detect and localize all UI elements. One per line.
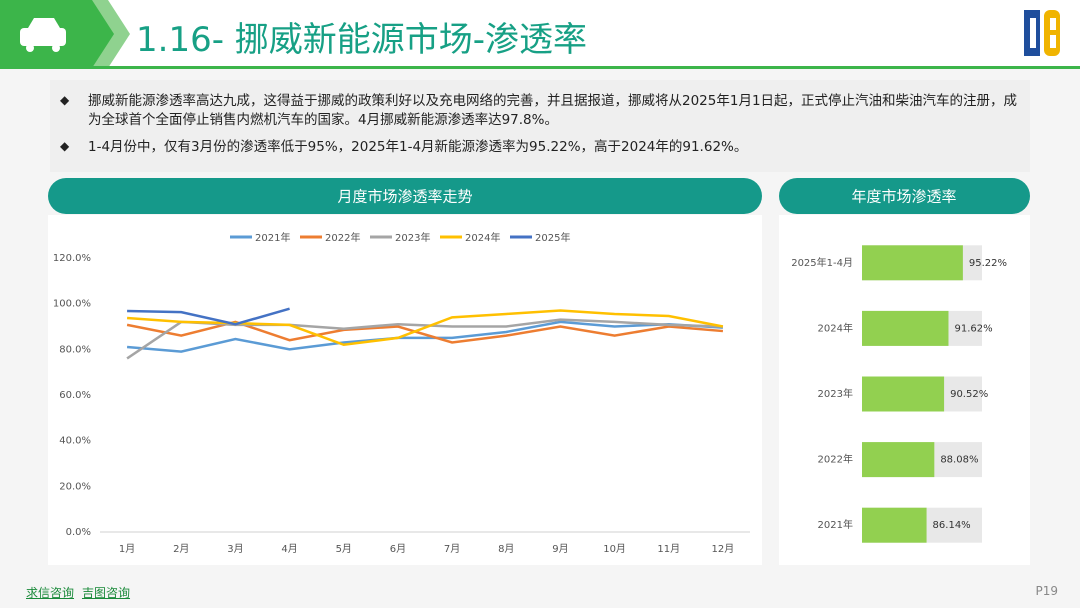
- x-tick-label: 7月: [444, 543, 460, 555]
- bullet-icon: ◆: [60, 139, 70, 153]
- bar: [862, 507, 927, 543]
- legend-label: 2021年: [255, 231, 290, 244]
- x-tick-label: 11月: [657, 543, 680, 555]
- car-icon: [20, 18, 66, 52]
- chart-title: 年度市场渗透率: [851, 188, 956, 206]
- x-tick-label: 3月: [227, 543, 243, 555]
- series-line: [126, 318, 723, 360]
- header-line: [0, 66, 1080, 69]
- x-tick-label: 10月: [603, 543, 626, 555]
- data-label: 90.52%: [950, 389, 988, 400]
- panel-header: [779, 178, 1030, 214]
- legend-label: 2023年: [395, 231, 430, 244]
- data-label: 86.14%: [933, 520, 971, 531]
- y-tick-label: 60.0%: [59, 390, 91, 401]
- bar: [862, 310, 949, 346]
- x-tick-label: 12月: [712, 543, 735, 555]
- bullet-text: 1-4月份中，仅有3月份的渗透率低于95%，2025年1-4月新能源渗透率为95…: [88, 139, 748, 155]
- y-tick-label: 2023年: [818, 387, 853, 400]
- bar: [862, 442, 935, 478]
- header-chevron: [92, 0, 130, 68]
- logo: [1024, 10, 1060, 56]
- y-tick-label: 2025年1-4月: [791, 256, 853, 269]
- bullet-icon: ◆: [60, 93, 70, 107]
- panel-bg: [48, 215, 762, 565]
- y-tick-label: 80.0%: [59, 344, 91, 355]
- x-tick-label: 1月: [119, 543, 135, 555]
- bullet-bg: [50, 80, 1030, 172]
- bar: [862, 245, 963, 281]
- y-tick-label: 120.0%: [53, 253, 91, 264]
- x-tick-label: 8月: [498, 543, 514, 555]
- page-number: P19: [1035, 584, 1058, 598]
- y-tick-label: 0.0%: [66, 527, 91, 538]
- legend-label: 2025年: [535, 231, 570, 244]
- y-tick-label: 100.0%: [53, 299, 91, 310]
- footer-link[interactable]: 求信咨询: [26, 586, 75, 600]
- footer-link[interactable]: 吉图咨询: [82, 586, 131, 600]
- panel-header: [48, 178, 762, 214]
- data-label: 95.22%: [969, 258, 1007, 269]
- data-label: 88.08%: [940, 455, 978, 466]
- y-tick-label: 2021年: [818, 518, 853, 531]
- y-tick-label: 40.0%: [59, 436, 91, 447]
- x-tick-label: 4月: [281, 543, 297, 555]
- x-tick-label: 9月: [552, 543, 568, 555]
- data-label: 91.62%: [954, 323, 992, 334]
- series-line: [127, 307, 290, 326]
- legend-label: 2024年: [465, 231, 500, 244]
- page-title: 1.16- 挪威新能源市场-渗透率: [136, 20, 588, 60]
- y-tick-label: 20.0%: [59, 481, 91, 492]
- chart-title: 月度市场渗透率走势: [337, 188, 472, 206]
- y-tick-label: 2024年: [818, 321, 853, 334]
- y-tick-label: 2022年: [818, 453, 853, 466]
- legend-label: 2022年: [325, 231, 360, 244]
- bullet-text: 挪威新能源渗透率高达九成，这得益于挪威的政策利好以及充电网络的完善，并且据报道，…: [88, 93, 1018, 128]
- x-tick-label: 2月: [173, 543, 189, 555]
- x-tick-label: 6月: [390, 543, 406, 555]
- header-bg: [0, 0, 1080, 68]
- bar: [862, 376, 945, 412]
- series-line: [126, 320, 723, 353]
- x-tick-label: 5月: [336, 543, 352, 555]
